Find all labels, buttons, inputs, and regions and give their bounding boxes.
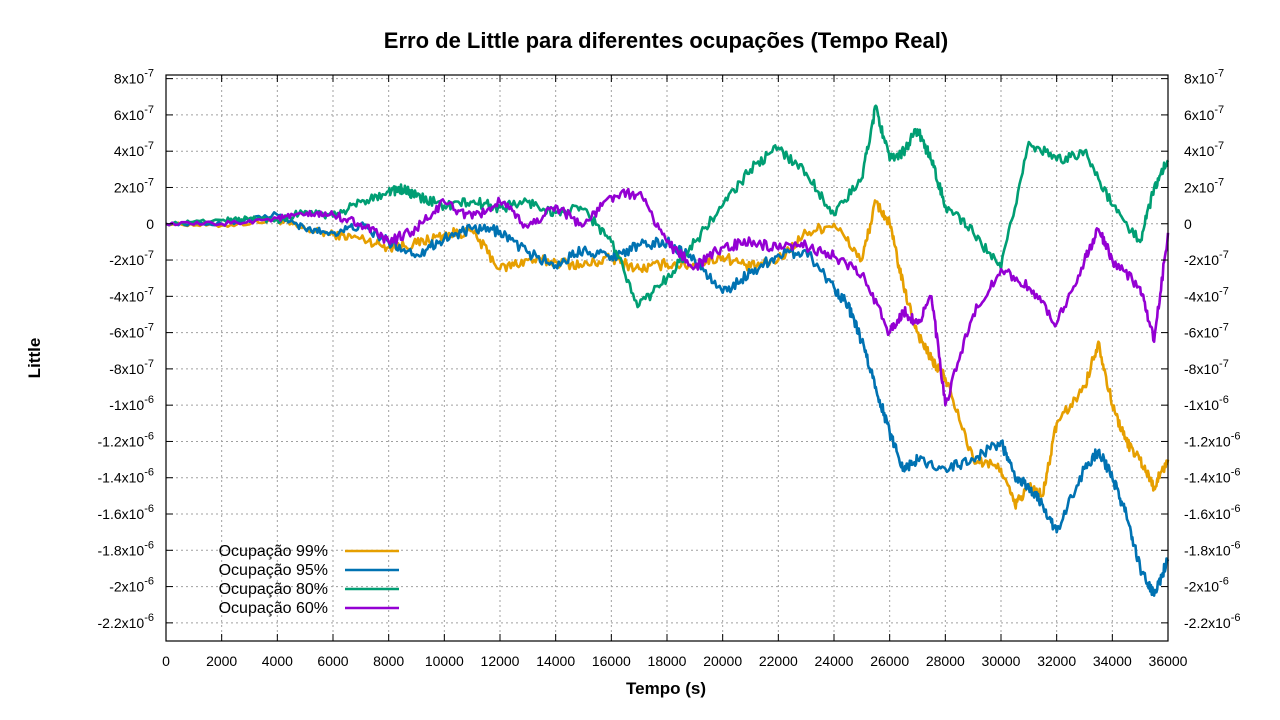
y-tick-label: -4x10-7 <box>1184 285 1229 304</box>
series-lines <box>165 104 1170 597</box>
y-tick-label: -8x10-7 <box>109 358 154 377</box>
y-tick-label: 6x10-7 <box>114 104 154 123</box>
x-tick-label: 12000 <box>481 653 520 669</box>
x-tick-label: 0 <box>162 653 170 669</box>
y-tick-label: 6x10-7 <box>1184 104 1224 123</box>
x-tick-label: 30000 <box>982 653 1021 669</box>
y-tick-label: 2x10-7 <box>114 176 154 195</box>
y-axis-ticks-right: 8x10-7 6x10-7 4x10-7 2x10-7 0 -2x10-7 -4x10-7 -… <box>1161 68 1240 631</box>
y-tick-label: -1.2x10-6 <box>98 430 154 449</box>
x-tick-label: 8000 <box>373 653 404 669</box>
y-tick-label: -1x10-6 <box>109 394 154 413</box>
x-tick-label: 20000 <box>703 653 742 669</box>
y-tick-label: -1.4x10-6 <box>98 467 154 486</box>
x-tick-label: 4000 <box>262 653 293 669</box>
x-tick-label: 34000 <box>1093 653 1132 669</box>
x-tick-label: 2000 <box>206 653 237 669</box>
series-line-4 <box>165 187 1170 407</box>
x-tick-label: 32000 <box>1037 653 1076 669</box>
x-axis-label: Tempo (s) <box>626 679 706 698</box>
legend-label: Ocupação 99% <box>219 543 328 560</box>
y-tick-label: -2.2x10-6 <box>1184 612 1240 631</box>
y-tick-label: 2x10-7 <box>1184 176 1224 195</box>
chart-title: Erro de Little para diferentes ocupações… <box>384 28 948 53</box>
x-tick-label: 16000 <box>592 653 631 669</box>
x-tick-label: 26000 <box>870 653 909 669</box>
x-tick-label: 18000 <box>648 653 687 669</box>
y-tick-label: -1.2x10-6 <box>1184 430 1240 449</box>
series-line-2 <box>165 211 1170 597</box>
y-tick-label: -1.6x10-6 <box>1184 503 1240 522</box>
y-tick-label: -1.8x10-6 <box>98 539 154 558</box>
y-tick-label: 4x10-7 <box>114 140 154 159</box>
x-tick-label: 14000 <box>536 653 575 669</box>
y-axis-ticks-left: 8x10-7 6x10-7 4x10-7 2x10-7 0 -2x10-7 -4x10-7 -… <box>98 68 173 631</box>
x-tick-label: 6000 <box>317 653 348 669</box>
x-tick-label: 28000 <box>926 653 965 669</box>
y-tick-label: -2x10-7 <box>109 249 154 268</box>
x-axis-ticks: 0 2000 4000 6000 8000 10000 12000 14000 16000 180… <box>162 75 1188 669</box>
series-line-1 <box>165 199 1170 510</box>
legend: Ocupação 99% Ocupação 95% Ocupação 80% Ocup… <box>219 543 399 617</box>
y-tick-label: -6x10-7 <box>1184 322 1229 341</box>
y-tick-label: -2x10-6 <box>109 576 154 595</box>
series-line-3 <box>165 104 1170 309</box>
y-tick-label: -2.2x10-6 <box>98 612 154 631</box>
legend-label: Ocupação 95% <box>219 562 328 579</box>
x-tick-label: 36000 <box>1149 653 1188 669</box>
y-tick-label: -2x10-7 <box>1184 249 1229 268</box>
x-tick-label: 24000 <box>815 653 854 669</box>
grid <box>166 75 1168 641</box>
y-axis-label: Little <box>25 338 44 379</box>
y-tick-label: 8x10-7 <box>1184 68 1224 87</box>
x-tick-label: 22000 <box>759 653 798 669</box>
y-tick-label: 8x10-7 <box>114 68 154 87</box>
y-tick-label: -6x10-7 <box>109 322 154 341</box>
y-tick-label: -1.6x10-6 <box>98 503 154 522</box>
legend-label: Ocupação 80% <box>219 581 328 598</box>
y-tick-label: -1x10-6 <box>1184 394 1229 413</box>
x-tick-label: 10000 <box>425 653 464 669</box>
y-tick-label: -1.8x10-6 <box>1184 539 1240 558</box>
legend-label: Ocupação 60% <box>219 600 328 617</box>
y-tick-label: 0 <box>146 216 154 232</box>
y-tick-label: 0 <box>1184 216 1192 232</box>
y-tick-label: -4x10-7 <box>109 285 154 304</box>
y-tick-label: 4x10-7 <box>1184 140 1224 159</box>
y-tick-label: -2x10-6 <box>1184 576 1229 595</box>
y-tick-label: -1.4x10-6 <box>1184 467 1240 486</box>
y-tick-label: -8x10-7 <box>1184 358 1229 377</box>
